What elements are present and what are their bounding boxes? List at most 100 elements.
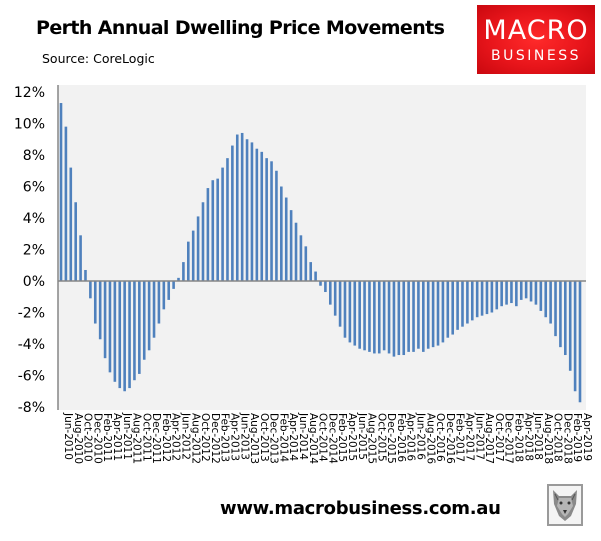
bar xyxy=(196,216,200,281)
bar xyxy=(142,281,146,360)
x-tick-label: Aug-2014 xyxy=(307,413,319,464)
x-tick-label: Dec-2018 xyxy=(561,413,573,464)
x-tick-label: Oct-2017 xyxy=(493,413,505,462)
x-tick-label: Aug-2015 xyxy=(366,413,378,464)
bar xyxy=(490,281,494,313)
x-tick-label: Oct-2010 xyxy=(82,413,94,462)
bar xyxy=(568,281,572,371)
y-tick-label: 8% xyxy=(23,148,45,164)
bar xyxy=(147,281,151,351)
bar xyxy=(495,281,499,310)
bar xyxy=(392,281,396,357)
bar xyxy=(373,281,376,354)
bar xyxy=(456,281,459,330)
bar xyxy=(64,126,68,282)
x-tick-label: Feb-2012 xyxy=(160,413,172,462)
x-tick-label: Dec-2014 xyxy=(326,413,338,464)
y-tick-label: -6% xyxy=(18,369,45,385)
bar xyxy=(309,262,313,281)
x-tick-label: Dec-2010 xyxy=(91,413,103,464)
bar xyxy=(500,281,503,307)
bar xyxy=(480,281,484,316)
chart-source: Source: CoreLogic xyxy=(42,51,155,66)
wolf-icon xyxy=(547,484,583,526)
bar xyxy=(113,281,117,382)
bar xyxy=(461,281,464,327)
bar xyxy=(59,103,63,282)
x-tick-label: Aug-2018 xyxy=(542,413,554,464)
x-tick-label: Jun-2015 xyxy=(356,412,368,460)
logo-line-business: BUSINESS xyxy=(491,48,581,64)
bar xyxy=(554,281,557,337)
x-tick-label: Oct-2015 xyxy=(375,413,387,462)
bar xyxy=(79,235,82,281)
x-tick-label: Dec-2013 xyxy=(268,413,280,464)
bar xyxy=(162,281,166,310)
x-tick-label: Jun-2016 xyxy=(415,412,427,460)
x-tick-label: Jun-2012 xyxy=(180,412,192,460)
bar xyxy=(407,281,410,352)
x-tick-label: Feb-2018 xyxy=(512,413,524,462)
bar xyxy=(201,202,205,281)
bar xyxy=(559,281,562,348)
x-tick-label: Feb-2011 xyxy=(101,413,113,462)
x-tick-label: Dec-2016 xyxy=(444,413,456,464)
bar xyxy=(564,281,567,356)
bar xyxy=(436,281,440,346)
y-tick-label: -8% xyxy=(18,400,45,416)
logo-line-macro: MACRO xyxy=(483,15,589,46)
bar xyxy=(167,281,171,300)
bar xyxy=(314,271,317,281)
bar xyxy=(98,281,102,340)
bar xyxy=(549,281,552,324)
y-tick-label: 10% xyxy=(14,117,45,133)
bar-series xyxy=(59,103,582,403)
bar xyxy=(368,281,371,352)
bar xyxy=(84,269,87,281)
bar xyxy=(74,202,77,281)
x-tick-label: Jun-2018 xyxy=(532,412,544,460)
x-tick-label: Apr-2015 xyxy=(346,413,358,461)
bar xyxy=(294,222,298,281)
y-tick-label: 12% xyxy=(14,85,45,101)
bar xyxy=(133,281,136,381)
x-tick-label: Dec-2015 xyxy=(385,413,397,464)
x-tick-label: Oct-2011 xyxy=(140,413,152,462)
bar xyxy=(397,281,401,356)
bar xyxy=(475,281,479,318)
bar xyxy=(240,132,244,281)
bar xyxy=(231,145,234,281)
bar xyxy=(284,197,288,281)
bar xyxy=(348,281,352,343)
x-tick-label: Aug-2017 xyxy=(483,413,495,464)
bar xyxy=(505,281,508,305)
bar xyxy=(172,281,175,289)
bar-chart: 12%10%8%6%4%2%0%-2%-4%-6%-8% Jun-2010Aug… xyxy=(14,85,593,464)
bar xyxy=(270,161,273,281)
bar xyxy=(69,167,73,281)
x-tick-label: Feb-2014 xyxy=(277,413,289,462)
bar xyxy=(417,281,420,349)
bar xyxy=(177,277,180,281)
bar xyxy=(451,281,454,335)
x-tick-label: Feb-2017 xyxy=(454,413,466,462)
macrobusiness-logo: MACRO BUSINESS xyxy=(477,5,595,74)
y-tick-label: 0% xyxy=(23,274,45,290)
bar xyxy=(206,188,210,281)
plot-area xyxy=(58,85,586,410)
bar xyxy=(446,281,450,338)
x-tick-label: Apr-2011 xyxy=(111,413,123,461)
bar xyxy=(191,230,195,281)
bar xyxy=(422,281,425,352)
x-tick-label: Apr-2013 xyxy=(228,413,240,461)
x-tick-label: Feb-2013 xyxy=(219,413,231,462)
x-tick-label: Oct-2014 xyxy=(317,413,329,462)
bar xyxy=(128,281,131,389)
bar xyxy=(534,281,538,305)
bar xyxy=(515,281,518,307)
y-tick-label: -2% xyxy=(18,306,45,322)
bar xyxy=(265,158,268,281)
bar xyxy=(382,281,386,351)
bar xyxy=(89,281,92,299)
bar xyxy=(333,281,337,316)
